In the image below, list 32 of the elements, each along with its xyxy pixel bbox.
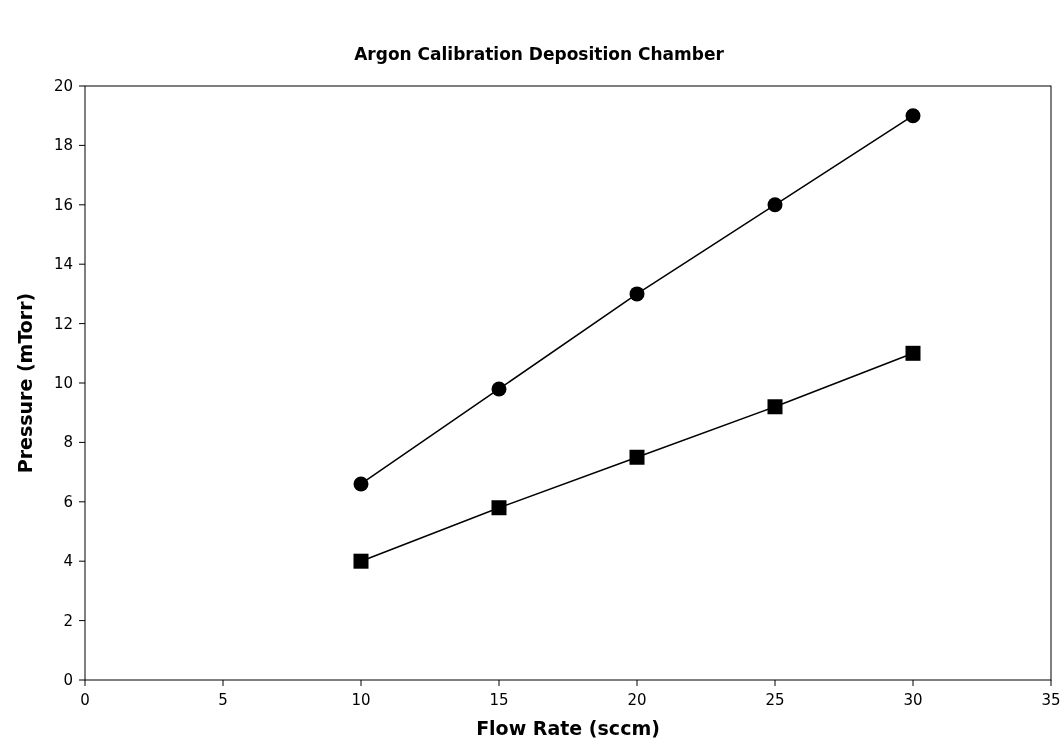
y-tick-label: 18 — [53, 136, 73, 155]
point — [353, 476, 369, 492]
x-tick-label: 0 — [80, 691, 90, 709]
point — [767, 197, 783, 213]
point — [905, 345, 921, 361]
x-tick-label: 10 — [351, 691, 371, 709]
point — [629, 449, 645, 465]
y-axis-title: Pressure (mTorr) — [14, 292, 36, 474]
y-tick-label: 20 — [53, 77, 73, 95]
point — [629, 286, 645, 302]
x-axis-title: Flow Rate (sccm) — [476, 717, 660, 739]
y-tick-label: 0 — [63, 671, 73, 689]
x-tick-label: 15 — [489, 691, 509, 709]
y-tick-label: 12 — [53, 314, 73, 333]
x-tick-label: 30 — [903, 691, 923, 709]
y-tick-label: 4 — [63, 552, 73, 571]
chart-title: Argon Calibration Deposition Chamber — [354, 44, 725, 64]
point — [491, 381, 507, 397]
y-tick-label: 10 — [53, 374, 73, 392]
y-tick-label: 8 — [63, 433, 73, 452]
point — [767, 399, 783, 415]
x-tick-label: 35 — [1041, 691, 1061, 709]
x-tick-label: 5 — [218, 691, 228, 709]
y-tick-label: 2 — [63, 611, 73, 630]
y-tick-label: 14 — [53, 255, 73, 274]
point — [905, 108, 921, 124]
y-tick-label: 16 — [53, 195, 73, 214]
point — [353, 553, 369, 569]
x-tick-label: 25 — [765, 691, 785, 709]
x-tick-label: 20 — [627, 691, 647, 709]
y-tick-label: 6 — [63, 492, 73, 511]
point — [491, 500, 507, 516]
